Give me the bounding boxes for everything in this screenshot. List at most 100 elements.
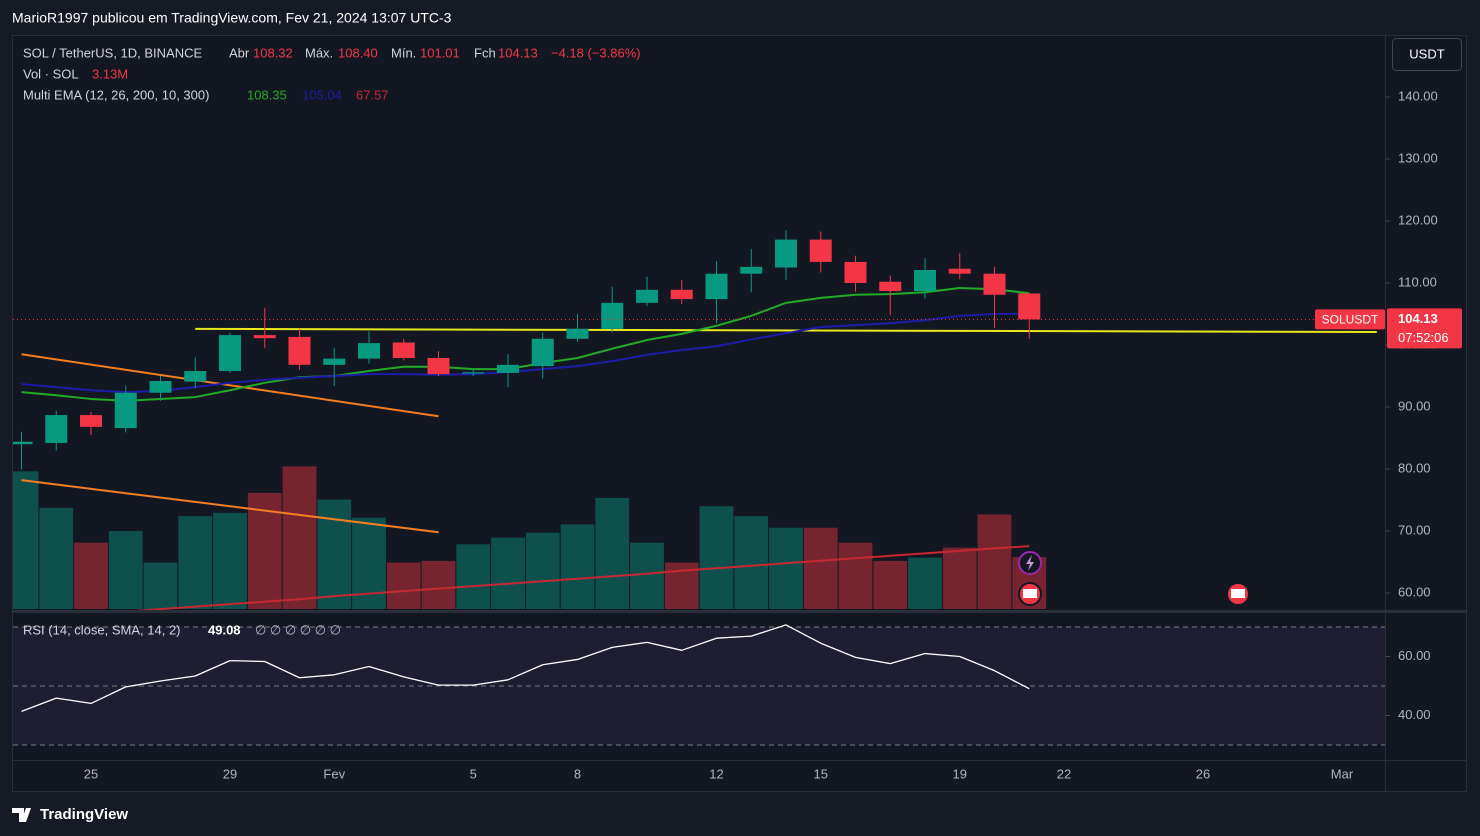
- x-tick-label: 15: [814, 766, 828, 781]
- candle-body: [13, 441, 33, 445]
- candle-body: [80, 415, 102, 427]
- axis-layer: 60.0070.0080.0090.00100.00110.00120.0013…: [84, 88, 1462, 781]
- rsi-layer: [13, 624, 1385, 746]
- volume-bar: [13, 471, 39, 609]
- volume-value: 3.13M: [92, 66, 128, 81]
- event-icon-glyph: [1023, 589, 1037, 598]
- volume-bar: [108, 531, 143, 609]
- candle-body: [531, 338, 554, 367]
- header-title: MarioR1997 publicou em TradingView.com, …: [12, 10, 452, 26]
- rsi-tick-label: 40.00: [1398, 707, 1431, 722]
- y-tick-label: 130.00: [1398, 150, 1438, 165]
- x-tick-label: 8: [574, 766, 581, 781]
- y-tick-label: 120.00: [1398, 212, 1438, 227]
- currency-button[interactable]: [1392, 38, 1462, 71]
- x-tick-label: 12: [709, 766, 723, 781]
- candle-body: [1018, 293, 1041, 320]
- candle-body: [636, 289, 658, 303]
- y-tick-label: 70.00: [1398, 522, 1431, 537]
- symbol-label: SOLUSDT: [1322, 313, 1379, 327]
- legend-change: −4.18 (−3.86%): [551, 45, 641, 60]
- legend-key: Máx.: [305, 45, 333, 60]
- currency-label[interactable]: USDT: [1409, 46, 1444, 61]
- y-tick-label: 60.00: [1398, 584, 1431, 599]
- last-price-label: 104.13: [1398, 311, 1438, 326]
- candle-body: [844, 261, 867, 283]
- x-tick-label: Mar: [1331, 766, 1354, 781]
- volume-layer: [13, 466, 1047, 609]
- ema-line: [134, 545, 1030, 610]
- candle-body: [253, 335, 276, 339]
- volume-bar: [282, 466, 317, 609]
- candle-body: [462, 372, 485, 374]
- symbol-label-box: [1315, 309, 1385, 330]
- x-tick-label: 22: [1057, 766, 1071, 781]
- volume-bar: [143, 562, 178, 609]
- legend-key: Fch: [474, 45, 496, 60]
- ema-name: Multi EMA (12, 26, 200, 10, 300): [23, 87, 209, 102]
- candle-body: [184, 371, 207, 382]
- y-tick-label: 80.00: [1398, 460, 1431, 475]
- legend-value: 108.32: [253, 45, 293, 60]
- rsi-line: [21, 624, 1030, 712]
- volume-bar: [769, 527, 803, 609]
- ema-value: 105.04: [302, 87, 342, 102]
- brand-logo: [12, 808, 31, 822]
- volume-bar: [977, 514, 1012, 609]
- candle-body: [114, 392, 137, 429]
- event-icons: [1018, 551, 1250, 606]
- x-tick-label: Fev: [323, 766, 345, 781]
- event-icon-glyph: [1026, 555, 1034, 571]
- volume-bar: [560, 524, 595, 609]
- candle-body: [392, 342, 415, 359]
- candle-body: [323, 358, 346, 365]
- symbol-name: SOL / TetherUS, 1D, BINANCE: [23, 45, 203, 60]
- volume-bar: [178, 516, 213, 609]
- volume-bar: [734, 516, 769, 609]
- x-tick-label: 25: [84, 766, 98, 781]
- volume-bar: [386, 562, 421, 609]
- x-tick-label: 19: [953, 766, 967, 781]
- volume-bar: [803, 527, 838, 609]
- candle-body: [219, 335, 241, 372]
- volume-name: Vol · SOL: [23, 66, 79, 81]
- candle-body: [288, 336, 311, 365]
- legend-value: 104.13: [498, 45, 538, 60]
- candle-body: [670, 289, 693, 300]
- y-tick-label: 90.00: [1398, 398, 1431, 413]
- volume-bar: [74, 542, 108, 609]
- ema-value: 108.35: [247, 87, 287, 102]
- volume-bar: [942, 547, 977, 609]
- candle-body: [601, 302, 624, 329]
- volume-bar: [456, 544, 491, 609]
- candle-body: [809, 239, 832, 262]
- volume-bar: [525, 532, 560, 609]
- volume-bar: [699, 506, 734, 609]
- y-tick-label: 140.00: [1398, 88, 1438, 103]
- volume-bar: [491, 537, 525, 609]
- volume-bar: [908, 557, 942, 609]
- volume-bar: [595, 497, 630, 609]
- candle-body: [566, 328, 589, 339]
- volume-bar: [630, 542, 664, 609]
- volume-bar: [421, 560, 456, 609]
- legend-value: 108.40: [338, 45, 378, 60]
- ema-line: [21, 286, 1030, 402]
- candle-body: [497, 364, 519, 373]
- candle-body: [45, 415, 68, 443]
- candle-body: [740, 266, 763, 274]
- candle-body: [358, 343, 380, 359]
- candle-body: [948, 268, 971, 274]
- countdown-label: 07:52:06: [1398, 330, 1449, 345]
- volume-bar: [873, 560, 908, 609]
- candle-body: [775, 239, 797, 268]
- rsi-tick-label: 60.00: [1398, 648, 1431, 663]
- x-tick-label: 26: [1196, 766, 1210, 781]
- x-tick-label: 29: [223, 766, 237, 781]
- trend-line: [21, 353, 439, 418]
- event-icon-glyph: [1231, 589, 1245, 598]
- last-price-box: [1387, 308, 1462, 349]
- rsi-value: 49.08: [208, 622, 241, 637]
